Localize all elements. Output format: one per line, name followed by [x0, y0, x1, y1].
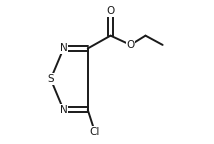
Text: N: N [60, 105, 67, 115]
Text: O: O [126, 40, 135, 50]
Text: N: N [60, 43, 67, 53]
Text: Cl: Cl [90, 127, 100, 137]
Text: O: O [106, 6, 115, 16]
Text: S: S [47, 74, 54, 84]
